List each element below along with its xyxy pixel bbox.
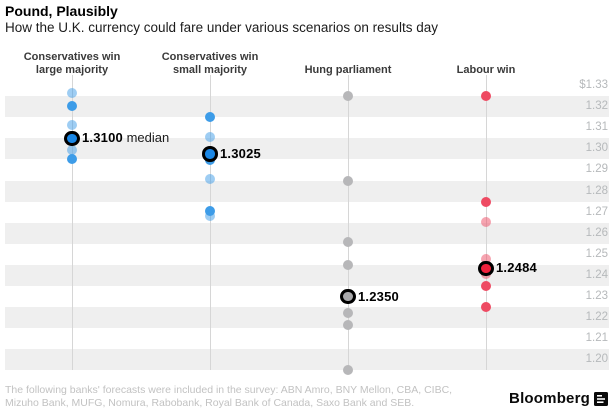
forecast-dot — [343, 236, 353, 247]
forecast-dot — [67, 100, 77, 111]
y-band — [5, 159, 609, 180]
scenario-header-line: Conservatives win — [161, 51, 259, 63]
forecast-dot — [481, 91, 491, 102]
source-note-line2: Mizuho Bank, MUFG, Nomura, Rabobank, Roy… — [5, 396, 415, 409]
source-note: The following banks' forecasts were incl… — [5, 384, 505, 409]
forecast-dot — [343, 259, 353, 270]
column-gridline — [347, 75, 349, 371]
y-band — [5, 264, 609, 286]
median-dot — [340, 288, 356, 305]
forecast-dot — [205, 206, 215, 217]
forecast-dot — [343, 175, 353, 186]
y-band — [5, 75, 609, 96]
forecast-dot — [481, 216, 491, 227]
scenario-header-line: Labour win — [456, 63, 516, 76]
bloomberg-logo-text: Bloomberg — [509, 390, 590, 407]
y-band — [5, 349, 609, 371]
y-band — [5, 328, 609, 349]
source-note-line1: The following banks' forecasts were incl… — [5, 384, 453, 396]
y-axis-tick-label: 1.27 — [585, 205, 608, 218]
forecast-dot — [343, 320, 353, 331]
median-value-label: 1.2350 — [358, 288, 399, 304]
y-band — [5, 307, 609, 329]
scenario-header-line: small majority — [173, 63, 247, 76]
y-axis-tick-label: 1.20 — [585, 353, 608, 366]
median-suffix-label: median — [122, 130, 170, 146]
chart-subtitle: How the U.K. currency could fare under v… — [5, 20, 438, 35]
forecast-dot — [205, 174, 215, 185]
forecast-dot — [67, 154, 77, 165]
median-dot — [202, 146, 218, 162]
forecast-dot — [67, 119, 77, 130]
chart-title: Pound, Plausibly — [5, 3, 118, 19]
y-axis-tick-label: 1.22 — [585, 311, 608, 324]
column-gridline — [71, 75, 73, 371]
scenario-header-line: Conservatives win — [23, 51, 121, 63]
median-value-label: 1.3025 — [220, 146, 261, 162]
y-band — [5, 202, 609, 223]
forecast-dot — [481, 281, 491, 291]
median-dot — [64, 130, 80, 147]
y-axis-tick-label: 1.32 — [585, 100, 608, 113]
median-label: 1.2484 — [496, 260, 537, 276]
y-band — [5, 286, 609, 307]
y-axis-tick-label: 1.31 — [585, 121, 608, 134]
forecast-dot — [205, 132, 215, 143]
y-axis-tick-label: 1.29 — [585, 163, 608, 176]
y-band — [5, 138, 609, 160]
forecast-dot — [343, 365, 353, 376]
y-axis-tick-label: 1.23 — [585, 290, 608, 302]
y-axis-tick-label: 1.21 — [585, 332, 608, 345]
y-axis-tick-label: 1.25 — [585, 247, 608, 260]
column-gridline — [209, 75, 211, 371]
median-label: 1.3025 — [220, 146, 261, 162]
scenario-header: Conservatives win small majority — [135, 51, 285, 76]
bloomberg-logo: Bloomberg — [509, 390, 608, 407]
forecast-dot — [67, 87, 77, 98]
scenario-header-line: Hung parliament — [304, 63, 392, 76]
scenario-header-line: large majority — [35, 63, 109, 76]
scenario-header: Hung parliament — [273, 64, 423, 77]
y-axis-tick-label: 1.28 — [585, 184, 608, 197]
y-axis-tick-label: 1.24 — [585, 268, 608, 281]
bloomberg-logo-mark-icon — [594, 391, 608, 406]
median-label: 1.3100 median — [82, 130, 169, 146]
median-value-label: 1.3100 — [82, 130, 123, 146]
forecast-dot — [343, 91, 353, 102]
y-axis-tick-label: 1.26 — [585, 226, 608, 239]
y-band — [5, 222, 609, 244]
median-value-label: 1.2484 — [496, 260, 537, 276]
median-label: 1.2350 — [358, 289, 399, 305]
y-band — [5, 180, 609, 202]
y-axis-tick-label: 1.30 — [585, 142, 608, 155]
y-axis-tick-label: $1.33 — [579, 79, 608, 91]
forecast-dot — [205, 112, 215, 123]
forecast-dot — [205, 211, 215, 222]
forecast-dot — [67, 144, 77, 155]
median-dot — [478, 260, 494, 277]
forecast-dot — [343, 308, 353, 319]
scenario-header: Conservatives win large majority — [0, 51, 147, 76]
scenario-header: Labour win — [411, 64, 561, 77]
forecast-dot — [481, 253, 491, 264]
y-band — [5, 96, 609, 118]
forecast-dot — [481, 196, 491, 207]
forecast-dot — [481, 302, 491, 313]
